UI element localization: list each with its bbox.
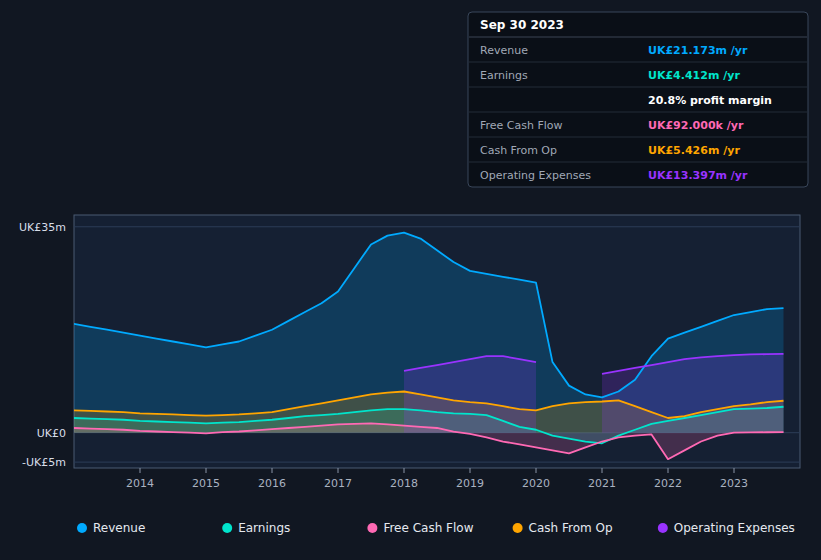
x-tick (206, 468, 207, 473)
annotation-separator (469, 137, 807, 138)
series-area (404, 354, 784, 433)
annotation-value: UK£5.426m /yr (648, 144, 740, 157)
series-line (74, 392, 784, 418)
series-line (74, 423, 784, 459)
series-line (404, 354, 784, 374)
chart: -UK£5m UK£0 UK£35m 2014 2015 2016 2017 2018 2019… (0, 0, 821, 560)
annotation-value: UK£13.397m /yr (648, 169, 748, 182)
annotation-value: UK£21.173m /yr (648, 44, 748, 57)
legend-label: Revenue (93, 521, 145, 535)
x-tick (272, 468, 273, 473)
annotation-label: Cash From Op (480, 144, 557, 157)
x-tick-label: 2020 (522, 477, 550, 490)
annotation-value: UK£92.000k /yr (648, 119, 744, 132)
x-tick (602, 468, 603, 473)
areas (74, 233, 784, 460)
x-tick (404, 468, 405, 473)
annotation-label: Earnings (480, 69, 528, 82)
plot-frame (74, 215, 800, 468)
annotation-value: UK£4.412m /yr (648, 69, 740, 82)
data-area (74, 233, 784, 460)
legend-label: Cash From Op (529, 521, 613, 535)
x-tick-label: 2016 (258, 477, 286, 490)
annotation-title: Sep 30 2023 (480, 18, 564, 32)
y-tick-label: UK£0 (37, 427, 66, 440)
grid-line (74, 226, 800, 227)
legend-swatch (77, 523, 87, 533)
series-area (74, 233, 784, 433)
grid-line (74, 462, 800, 463)
annotation-separator (469, 62, 807, 63)
x-tick (668, 468, 669, 473)
annotation-separator (469, 87, 807, 88)
legend-label: Free Cash Flow (383, 521, 473, 535)
y-tick-label: UK£35m (19, 221, 66, 234)
y-tick-label: -UK£5m (22, 456, 66, 469)
x-tick (140, 468, 141, 473)
annotation-panel: Sep 30 2023 Revenue UK£21.173m /yr Earnings… (468, 12, 808, 187)
series-line (74, 233, 784, 398)
x-tick-label: 2022 (654, 477, 682, 490)
x-tick (536, 468, 537, 473)
annotation-separator (469, 37, 807, 38)
x-tick (470, 468, 471, 473)
x-tick-label: 2018 (390, 477, 418, 490)
legend-swatch (513, 523, 523, 533)
grid (74, 227, 800, 462)
legend-swatch (367, 523, 377, 533)
series-line (74, 407, 784, 444)
annotation-separator (469, 162, 807, 163)
annotation-label: Revenue (480, 44, 528, 57)
x-axis: 2014 2015 2016 2017 2018 2019 2020 2021 2022 2023 (126, 468, 748, 490)
x-tick-label: 2023 (720, 477, 748, 490)
annotation-value: 20.8% profit margin (648, 94, 772, 107)
annotation-label: Free Cash Flow (480, 119, 563, 132)
x-tick-label: 2017 (324, 477, 352, 490)
annotation-label: Operating Expenses (480, 169, 591, 182)
annotation-separator (469, 112, 807, 113)
x-tick-label: 2014 (126, 477, 154, 490)
legend-swatch (658, 523, 668, 533)
x-tick (338, 468, 339, 473)
legend-label: Earnings (238, 521, 290, 535)
legend-swatch (222, 523, 232, 533)
x-tick-label: 2021 (588, 477, 616, 490)
x-tick-label: 2015 (192, 477, 220, 490)
chart-container: -UK£5m UK£0 UK£35m 2014 2015 2016 2017 2018 2019… (0, 0, 821, 560)
annotation-box (468, 12, 808, 187)
legend: Revenue Earnings Free Cash Flow Cash From O… (77, 521, 795, 535)
legend-label: Operating Expenses (674, 521, 795, 535)
x-tick (734, 468, 735, 473)
lines (74, 233, 784, 460)
x-tick-label: 2019 (456, 477, 484, 490)
